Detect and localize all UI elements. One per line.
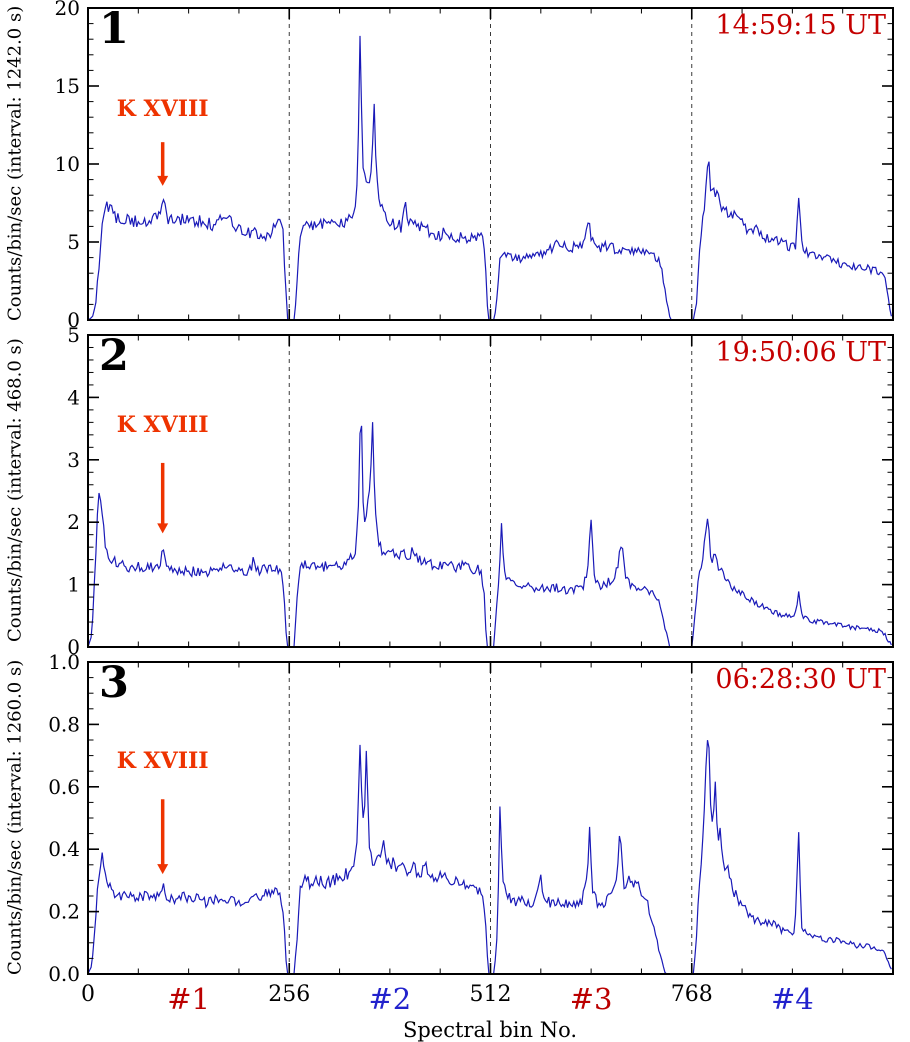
k-xviii-annotation-2: K XVIII: [116, 411, 209, 438]
spectral-panel-2: 0 1 2 3 4 5 Counts/bin/sec (interval: 468.0 s…: [0, 323, 910, 659]
plot-area-1: 0 5 10 15 20: [55, 0, 894, 332]
panel-number-2: 2: [99, 331, 129, 381]
svg-text:3: 3: [67, 448, 80, 472]
plot-area-2: 0 1 2 3 4 5: [67, 323, 894, 659]
time-label-1: 14:59:15 UT: [715, 10, 886, 41]
svg-text:0.2: 0.2: [48, 900, 80, 924]
x-tick-512: 512: [469, 982, 512, 1007]
k-xviii-annotation-1: K XVIII: [116, 95, 209, 122]
x-tick-768: 768: [670, 982, 713, 1007]
y-axis-label-3: Counts/bin/sec (interval: 1260.0 s): [4, 659, 26, 976]
time-label-3: 06:28:30 UT: [715, 664, 886, 695]
y-axis-label-1: Counts/bin/sec (interval: 1242.0 s): [4, 5, 26, 322]
svg-text:5: 5: [67, 230, 80, 254]
segment-label-4: #4: [771, 982, 814, 1016]
x-axis-title: Spectral bin No.: [402, 1018, 578, 1042]
svg-text:4: 4: [67, 385, 80, 409]
svg-text:2: 2: [67, 510, 80, 534]
k-xviii-annotation-3: K XVIII: [116, 748, 209, 775]
svg-text:0.8: 0.8: [48, 712, 80, 736]
svg-text:1: 1: [67, 573, 80, 597]
time-label-2: 19:50:06 UT: [715, 337, 886, 368]
svg-text:15: 15: [55, 74, 80, 98]
svg-text:0.4: 0.4: [48, 837, 80, 861]
svg-text:5: 5: [67, 323, 80, 347]
svg-text:1.0: 1.0: [48, 650, 80, 674]
x-tick-256: 256: [268, 982, 311, 1007]
svg-text:0.0: 0.0: [48, 962, 80, 986]
spectral-panel-3: 0.0 0.2 0.4 0.6 0.8 1.0 Counts/bin/sec (inter…: [0, 650, 910, 986]
segment-label-3: #3: [569, 982, 613, 1016]
segment-label-2: #2: [368, 982, 412, 1016]
svg-text:0: 0: [67, 308, 80, 332]
plot-area-3: 0.0 0.2 0.4 0.6 0.8 1.0: [48, 650, 894, 986]
svg-text:20: 20: [55, 0, 80, 20]
panel-number-3: 3: [99, 658, 129, 708]
spectral-panel-1: 0 5 10 15 20 Counts/bin/sec (interval: 1242.…: [0, 0, 910, 332]
panel-number-1: 1: [99, 4, 129, 54]
svg-text:0.6: 0.6: [48, 775, 80, 799]
segment-label-1: #1: [167, 982, 210, 1016]
y-axis-label-2: Counts/bin/sec (interval: 468.0 s): [4, 338, 26, 643]
svg-text:0: 0: [67, 635, 80, 659]
x-axis-row: 0 #1 256 #2 512 #3 768 #4: [0, 981, 910, 1018]
x-tick-0: 0: [81, 982, 95, 1007]
svg-text:10: 10: [55, 152, 80, 176]
x-axis-title-row: Spectral bin No.: [0, 1018, 910, 1042]
